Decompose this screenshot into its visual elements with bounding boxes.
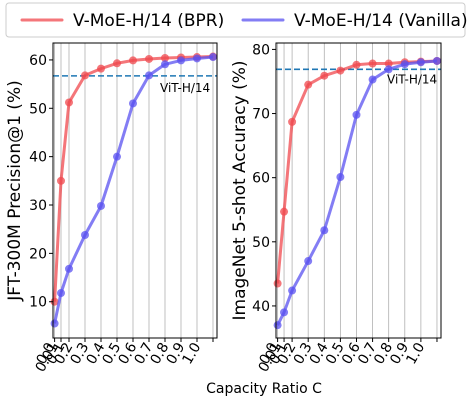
data-point-vanilla [50,319,59,328]
data-point-vanilla [97,201,105,210]
data-point-vanilla [81,230,89,239]
data-point-vanilla [400,60,409,69]
x-tick-label: 1.0 [179,340,204,367]
y-tick-label: 10 [29,295,47,311]
data-point-vanilla [161,60,169,69]
data-point-vanilla [320,226,329,235]
data-point-vanilla [113,152,121,161]
legend: V-MoE-H/14 (BPR) V-MoE-H/14 (Vanilla) [5,2,468,38]
legend-label-vanilla: V-MoE-H/14 (Vanilla) [294,11,468,31]
data-point-bpr [320,71,329,80]
data-point-vanilla [65,264,73,273]
data-point-vanilla [193,54,201,63]
series-line-bpr [276,59,438,284]
data-point-vanilla [336,173,345,182]
data-point-bpr [368,59,377,68]
data-point-bpr [81,71,89,80]
x-axis-label: Capacity Ratio C [206,381,322,397]
data-point-vanilla [368,75,377,84]
data-point-bpr [65,98,73,107]
data-point-bpr [129,56,137,65]
data-point-bpr [304,80,313,89]
data-point-bpr [352,60,361,69]
data-point-bpr [113,59,121,68]
data-point-bpr [336,66,345,75]
data-point-bpr [384,59,393,68]
y-tick-label: 80 [252,42,270,58]
reference-line-label: ViT-H/14 [160,81,210,95]
y-tick-label: 50 [252,235,270,251]
data-point-bpr [273,279,282,288]
axes-frame [52,42,218,339]
data-point-vanilla [432,56,441,65]
y-axis-label: ImageNet 5-shot Accuracy (%) [230,61,250,321]
legend-label-bpr: V-MoE-H/14 (BPR) [73,11,224,31]
data-point-vanilla [304,257,313,266]
y-tick-label: 70 [252,107,270,123]
chart-panel-imagenet: ViT-H/1440506070800.00.010.10.20.30.40.5… [230,42,442,375]
axes-frame [275,42,442,339]
data-point-vanilla [57,289,65,298]
y-axis-label: JFT-300M Precision@1 (%) [5,80,25,301]
x-tick-label: 1.0 [403,340,428,367]
data-point-vanilla [384,65,393,74]
data-point-vanilla [288,286,297,295]
legend-frame [5,2,466,38]
data-point-bpr [280,207,289,216]
data-point-vanilla [129,99,137,108]
data-point-bpr [57,176,65,185]
y-tick-label: 40 [29,150,47,166]
data-point-vanilla [177,56,185,65]
y-tick-label: 60 [252,171,270,187]
chart-panel-jft: ViT-H/141020304050600.00.010.10.20.30.40… [5,42,218,375]
data-point-vanilla [209,53,217,62]
y-tick-label: 40 [252,299,270,315]
data-point-bpr [145,54,153,63]
data-point-vanilla [280,308,289,317]
y-tick-label: 60 [29,53,47,69]
data-point-bpr [97,64,105,73]
data-point-vanilla [352,110,361,119]
data-point-vanilla [416,58,425,67]
series-line-vanilla [53,55,214,324]
data-point-bpr [288,117,297,126]
y-tick-label: 50 [29,101,47,117]
data-point-vanilla [273,321,282,330]
y-tick-label: 20 [29,246,47,262]
y-tick-label: 30 [29,198,47,214]
data-point-bpr [161,53,169,62]
data-point-vanilla [145,71,153,80]
reference-line-label: ViT-H/14 [387,72,437,86]
